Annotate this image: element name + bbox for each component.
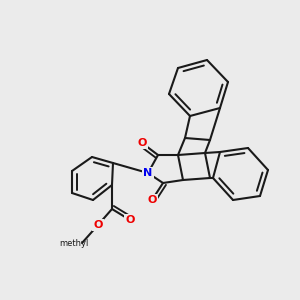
Text: O: O <box>93 220 103 230</box>
Text: methyl: methyl <box>59 238 89 247</box>
Text: O: O <box>147 195 157 205</box>
Text: N: N <box>143 168 153 178</box>
Text: O: O <box>137 138 147 148</box>
Text: O: O <box>125 215 135 225</box>
